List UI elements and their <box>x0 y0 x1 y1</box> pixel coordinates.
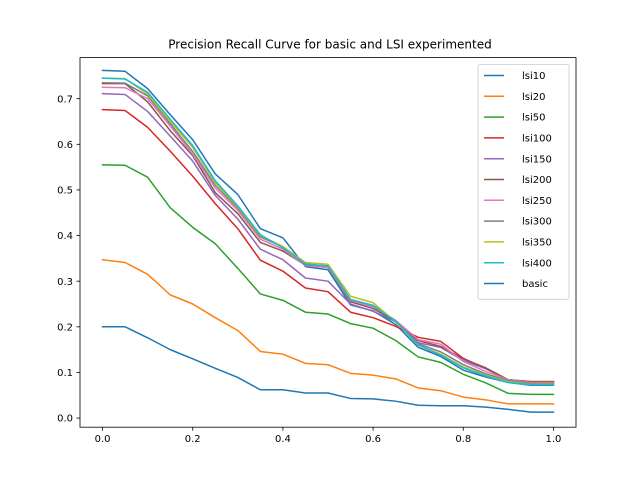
chart-title: Precision Recall Curve for basic and LSI… <box>168 38 491 52</box>
y-tick-label: 0.2 <box>57 322 73 333</box>
legend-label-lsi200: lsi200 <box>522 175 552 186</box>
x-tick-label: 0.6 <box>365 434 381 445</box>
y-tick-label: 0.3 <box>57 277 73 288</box>
series-line-lsi10 <box>101 69 555 386</box>
axes-frame <box>79 57 577 428</box>
y-tick-label: 0.7 <box>57 94 73 105</box>
y-tick-label: 0.6 <box>57 140 73 151</box>
legend-box <box>477 64 570 300</box>
y-axis: 0.0 0.1 0.2 0.3 0.4 0.5 0.6 0.7 <box>57 94 80 425</box>
legend-label-lsi20: lsi20 <box>522 92 546 103</box>
x-tick-label: 0.4 <box>275 434 291 445</box>
y-tick-label: 0.4 <box>57 231 73 242</box>
x-tick-label: 0.2 <box>185 434 201 445</box>
y-tick-label: 0.1 <box>57 368 73 379</box>
x-tick-label: 0.0 <box>95 434 111 445</box>
series-line-lsi250 <box>101 86 555 384</box>
legend-label-lsi100: lsi100 <box>522 134 552 145</box>
series-line-lsi400 <box>101 77 555 386</box>
y-tick-label: 0.5 <box>57 186 73 197</box>
legend-label-basic: basic <box>522 279 548 290</box>
legend-label-lsi150: lsi150 <box>522 154 552 165</box>
legend: lsi10 lsi20 lsi50 lsi100 lsi150 lsi200 lsi250 l… <box>477 64 570 300</box>
legend-label-lsi50: lsi50 <box>522 113 546 124</box>
legend-label-lsi300: lsi300 <box>522 217 552 228</box>
legend-label-lsi350: lsi350 <box>522 238 552 249</box>
x-tick-label: 0.8 <box>455 434 471 445</box>
y-tick-label: 0.0 <box>57 414 73 425</box>
legend-label-lsi400: lsi400 <box>522 258 552 269</box>
series-line-lsi350 <box>101 77 555 386</box>
axes-border <box>79 57 577 428</box>
series-line-lsi50 <box>101 164 555 396</box>
series-line-lsi150 <box>101 92 555 383</box>
x-tick-label: 1.0 <box>546 434 562 445</box>
legend-label-lsi10: lsi10 <box>522 71 546 82</box>
x-axis: 0.0 0.2 0.4 0.6 0.8 1.0 <box>95 427 562 445</box>
series-lines <box>101 69 555 413</box>
series-line-basic <box>101 326 555 413</box>
series-line-lsi20 <box>101 258 555 405</box>
legend-label-lsi250: lsi250 <box>522 196 552 207</box>
